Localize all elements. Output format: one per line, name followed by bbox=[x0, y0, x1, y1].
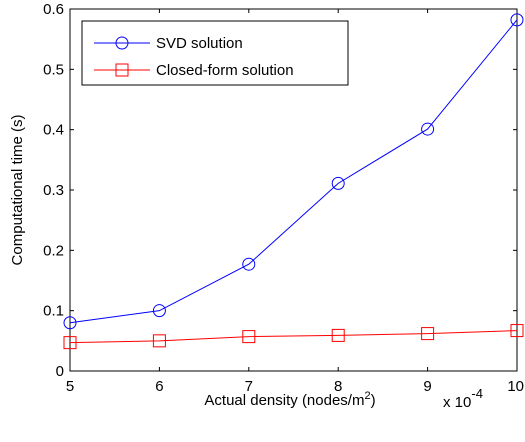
series-line-1 bbox=[69, 330, 518, 344]
y-axis-label: Computational time (s) bbox=[9, 115, 26, 266]
series-line-0 bbox=[69, 19, 518, 324]
y-tick-label: 0.2 bbox=[43, 242, 64, 259]
x-axis-label: Actual density (nodes/m2) bbox=[204, 390, 375, 409]
y-tick-label: 0.4 bbox=[43, 122, 64, 139]
data-point-circle bbox=[331, 176, 345, 190]
data-point-circle bbox=[63, 316, 77, 330]
x-tick-label: 6 bbox=[155, 378, 163, 395]
x-axis-multiplier: x 10-4 bbox=[443, 386, 483, 411]
data-point-square bbox=[152, 334, 166, 348]
data-point-square bbox=[242, 330, 256, 344]
data-point-circle bbox=[242, 257, 256, 271]
legend-label-svd: SVD solution bbox=[156, 35, 243, 52]
x-tick-label: 7 bbox=[245, 378, 253, 395]
data-point-square bbox=[63, 336, 77, 350]
legend-marker-closed-form bbox=[115, 63, 129, 77]
x-tick-label: 5 bbox=[66, 378, 74, 395]
y-tick-label: 0.5 bbox=[43, 61, 64, 78]
data-point-square bbox=[331, 328, 345, 342]
legend: SVD solution Closed-form solution bbox=[81, 20, 349, 86]
x-axis-multiplier-exponent: -4 bbox=[471, 386, 483, 401]
y-tick-label: 0.3 bbox=[43, 182, 64, 199]
x-axis-label-superscript: 2 bbox=[364, 390, 370, 402]
data-point-square bbox=[510, 324, 524, 338]
x-tick-label: 8 bbox=[334, 378, 342, 395]
y-tick-label: 0.1 bbox=[43, 303, 64, 320]
legend-label-closed-form: Closed-form solution bbox=[156, 62, 294, 79]
x-tick-label: 9 bbox=[423, 378, 431, 395]
x-tick-label: 10 bbox=[507, 378, 524, 395]
data-point-circle bbox=[510, 13, 524, 27]
data-point-circle bbox=[152, 304, 166, 318]
data-point-square bbox=[421, 327, 435, 341]
y-tick-label: 0.6 bbox=[43, 1, 64, 18]
legend-box bbox=[81, 20, 349, 86]
y-tick-label: 0 bbox=[56, 363, 64, 380]
data-point-circle bbox=[421, 122, 435, 136]
legend-marker-svd bbox=[115, 36, 129, 50]
